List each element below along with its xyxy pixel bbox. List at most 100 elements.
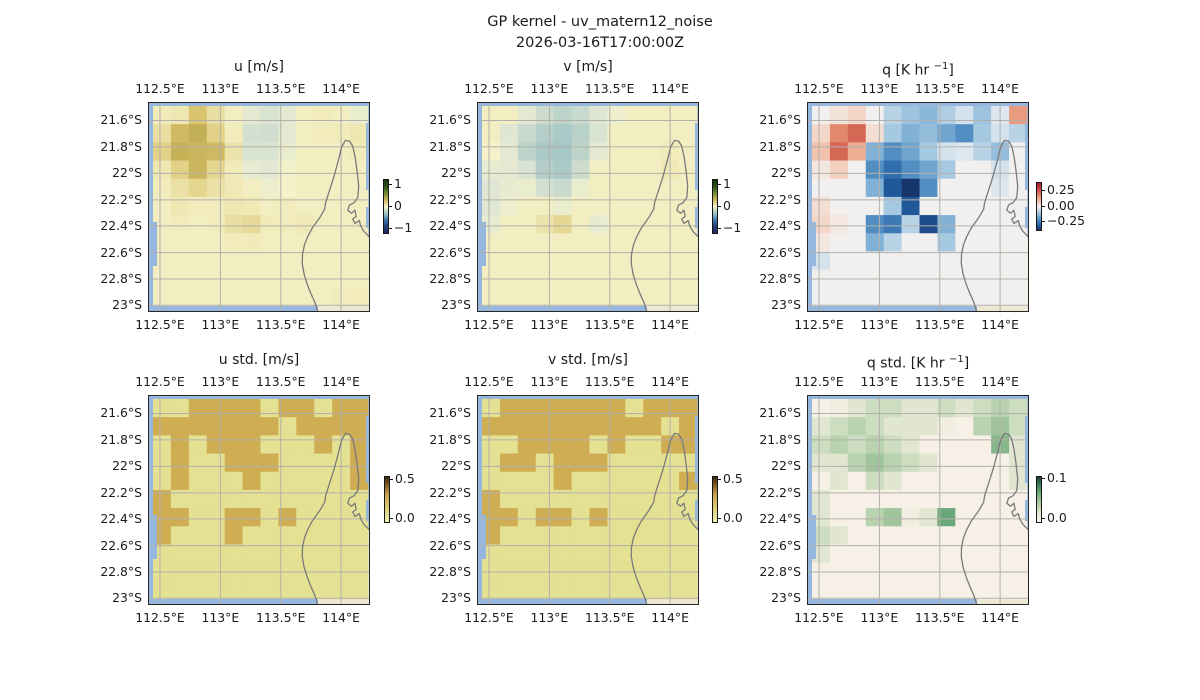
ocean-edge-strip xyxy=(807,102,1013,106)
lat-tick-label: 22.8°S xyxy=(429,271,471,287)
heatmap-cell xyxy=(571,544,590,563)
heatmap-cell xyxy=(955,215,974,234)
heatmap-cell xyxy=(847,399,867,418)
lon-tick-label-bottom: 113.5°E xyxy=(585,610,635,625)
heatmap-cell xyxy=(260,508,279,527)
heatmap-cell xyxy=(919,508,938,527)
heatmap-cell xyxy=(812,287,831,307)
panel-title-text: ] xyxy=(948,62,954,79)
heatmap-cell xyxy=(278,580,297,600)
heatmap-cell xyxy=(589,417,608,436)
lon-tick-label-bottom: 113°E xyxy=(860,317,899,332)
heatmap-cell xyxy=(901,233,920,252)
heatmap-cell xyxy=(482,526,501,545)
lat-tick-label: 22°S xyxy=(441,165,471,181)
heatmap-cell xyxy=(973,287,992,307)
heatmap-cell xyxy=(188,233,208,252)
lon-tick-label-top: 113.5°E xyxy=(585,81,635,96)
colorbar-tick xyxy=(389,205,392,207)
heatmap-cell xyxy=(170,124,190,143)
colorbar-tick-label: −1 xyxy=(394,219,413,235)
heatmap-cell xyxy=(260,178,279,198)
heatmap-cell xyxy=(571,160,590,180)
heatmap-cell xyxy=(973,544,992,563)
heatmap-cell xyxy=(260,160,279,180)
lat-tick-label: 22°S xyxy=(771,165,801,181)
panel-title-superscript: −1 xyxy=(948,354,964,365)
heatmap-cell xyxy=(607,399,626,418)
heatmap-cell xyxy=(919,453,938,473)
heatmap-cell xyxy=(625,471,644,491)
colorbar-tick-label: 0.0 xyxy=(723,510,743,526)
heatmap-cell xyxy=(955,124,974,143)
panel-title-q_std: q std. [K hr −1] xyxy=(807,351,1029,373)
lon-tick-label-bottom: 112.5°E xyxy=(135,610,185,625)
heatmap-cell xyxy=(314,417,333,436)
heatmap-cell xyxy=(278,544,297,563)
heatmap-cell xyxy=(643,508,662,527)
heatmap-cell xyxy=(571,215,590,234)
heatmap-cell xyxy=(1009,544,1028,563)
heatmap-cell xyxy=(847,508,867,527)
heatmap-cell xyxy=(812,215,831,234)
lon-tick-label-top: 112.5°E xyxy=(464,374,514,389)
heatmap-cell xyxy=(679,106,698,125)
lon-tick-label-top: 112.5°E xyxy=(135,81,185,96)
heatmap-cell xyxy=(517,196,537,216)
heatmap-cell xyxy=(278,196,297,216)
heatmap-cell xyxy=(973,233,992,252)
map-border xyxy=(477,102,699,312)
lon-tick-label-bottom: 113°E xyxy=(530,610,569,625)
lon-tick-label-bottom: 112.5°E xyxy=(794,317,844,332)
ocean-edge-strip xyxy=(695,123,699,190)
heatmap-cell xyxy=(553,580,572,600)
heatmap-cell xyxy=(153,160,172,180)
heatmap-cell xyxy=(901,508,920,527)
heatmap-cell xyxy=(242,160,261,180)
heatmap-cell xyxy=(499,142,519,161)
heatmap-cell xyxy=(625,453,644,473)
heatmap-cell xyxy=(482,233,501,252)
heatmap-cell xyxy=(829,287,849,307)
heatmap-cell xyxy=(224,215,243,234)
lat-tick-label: 23°S xyxy=(112,297,142,313)
heatmap-cell xyxy=(679,124,698,143)
heatmap-cell xyxy=(973,435,992,454)
heatmap-cell xyxy=(296,453,315,473)
heatmap-cell xyxy=(589,489,608,509)
heatmap-cell xyxy=(188,160,208,180)
heatmap-cell xyxy=(242,399,261,418)
heatmap-cell xyxy=(350,124,369,143)
heatmap-cell xyxy=(314,233,333,252)
heatmap-cell xyxy=(350,251,369,270)
heatmap-cell xyxy=(260,251,279,270)
heatmap-cell xyxy=(812,399,831,418)
heatmap-cell xyxy=(847,251,867,270)
heatmap-cell xyxy=(589,580,608,600)
heatmap-cell xyxy=(847,526,867,545)
heatmap-cell xyxy=(883,142,902,161)
heatmap-cell xyxy=(242,287,261,307)
heatmap-cell xyxy=(206,160,225,180)
heatmap-cell xyxy=(188,251,208,270)
heatmap-cell xyxy=(829,526,849,545)
heatmap-cell xyxy=(517,544,537,563)
heatmap-cell xyxy=(278,287,297,307)
heatmap-cell xyxy=(242,196,261,216)
colorbar-tick-label: 0.1 xyxy=(1047,470,1067,486)
heatmap-cell xyxy=(242,417,261,436)
colorbar-tick-label: 0.0 xyxy=(395,510,415,526)
heatmap-cell xyxy=(919,435,938,454)
ocean-edge-strip xyxy=(477,102,482,312)
heatmap-cell xyxy=(153,417,172,436)
panel-title-text: q [K hr xyxy=(882,62,934,79)
heatmap-cell xyxy=(153,508,172,527)
colorbar-tick-label: 0.25 xyxy=(1047,182,1075,197)
heatmap-cell xyxy=(260,142,279,161)
colorbar-tick-label: −0.25 xyxy=(1047,213,1085,228)
heatmap-cell xyxy=(296,471,315,491)
lat-tick-label: 23°S xyxy=(441,297,471,313)
heatmap-cell xyxy=(919,489,938,509)
colorbar-u_std xyxy=(384,476,390,523)
lat-tick-label: 22.6°S xyxy=(429,537,471,553)
